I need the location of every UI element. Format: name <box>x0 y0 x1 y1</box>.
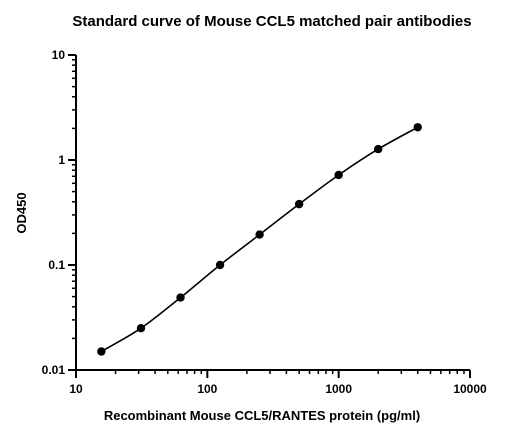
data-point <box>334 170 343 180</box>
x-tick-label: 10 <box>69 382 83 396</box>
data-point <box>294 199 304 209</box>
x-tick-label: 1000 <box>325 382 352 396</box>
data-point <box>255 230 264 239</box>
fit-curve <box>100 126 419 353</box>
y-tick-label: 0.01 <box>42 363 66 377</box>
x-axis-label: Recombinant Mouse CCL5/RANTES protein (p… <box>104 408 420 423</box>
y-axis-label: OD450 <box>14 192 29 233</box>
data-point <box>374 144 383 154</box>
data-point <box>97 347 106 356</box>
data-point <box>176 293 185 302</box>
x-axis: 10 100 1000 10000 <box>69 369 487 396</box>
y-tick-label: 10 <box>52 48 66 62</box>
y-tick-label: 0.1 <box>48 258 65 272</box>
data-point <box>413 123 422 132</box>
y-tick-label: 1 <box>58 153 65 167</box>
chart-title: Standard curve of Mouse CCL5 matched pai… <box>72 13 471 30</box>
x-tick-label: 10000 <box>453 382 487 396</box>
x-tick-label: 100 <box>197 382 217 396</box>
y-axis: 0.01 0.1 1 10 <box>42 48 77 377</box>
data-point <box>136 324 146 333</box>
data-points-layer <box>97 123 422 356</box>
fit-curve-layer <box>100 126 419 353</box>
data-point <box>215 260 225 270</box>
